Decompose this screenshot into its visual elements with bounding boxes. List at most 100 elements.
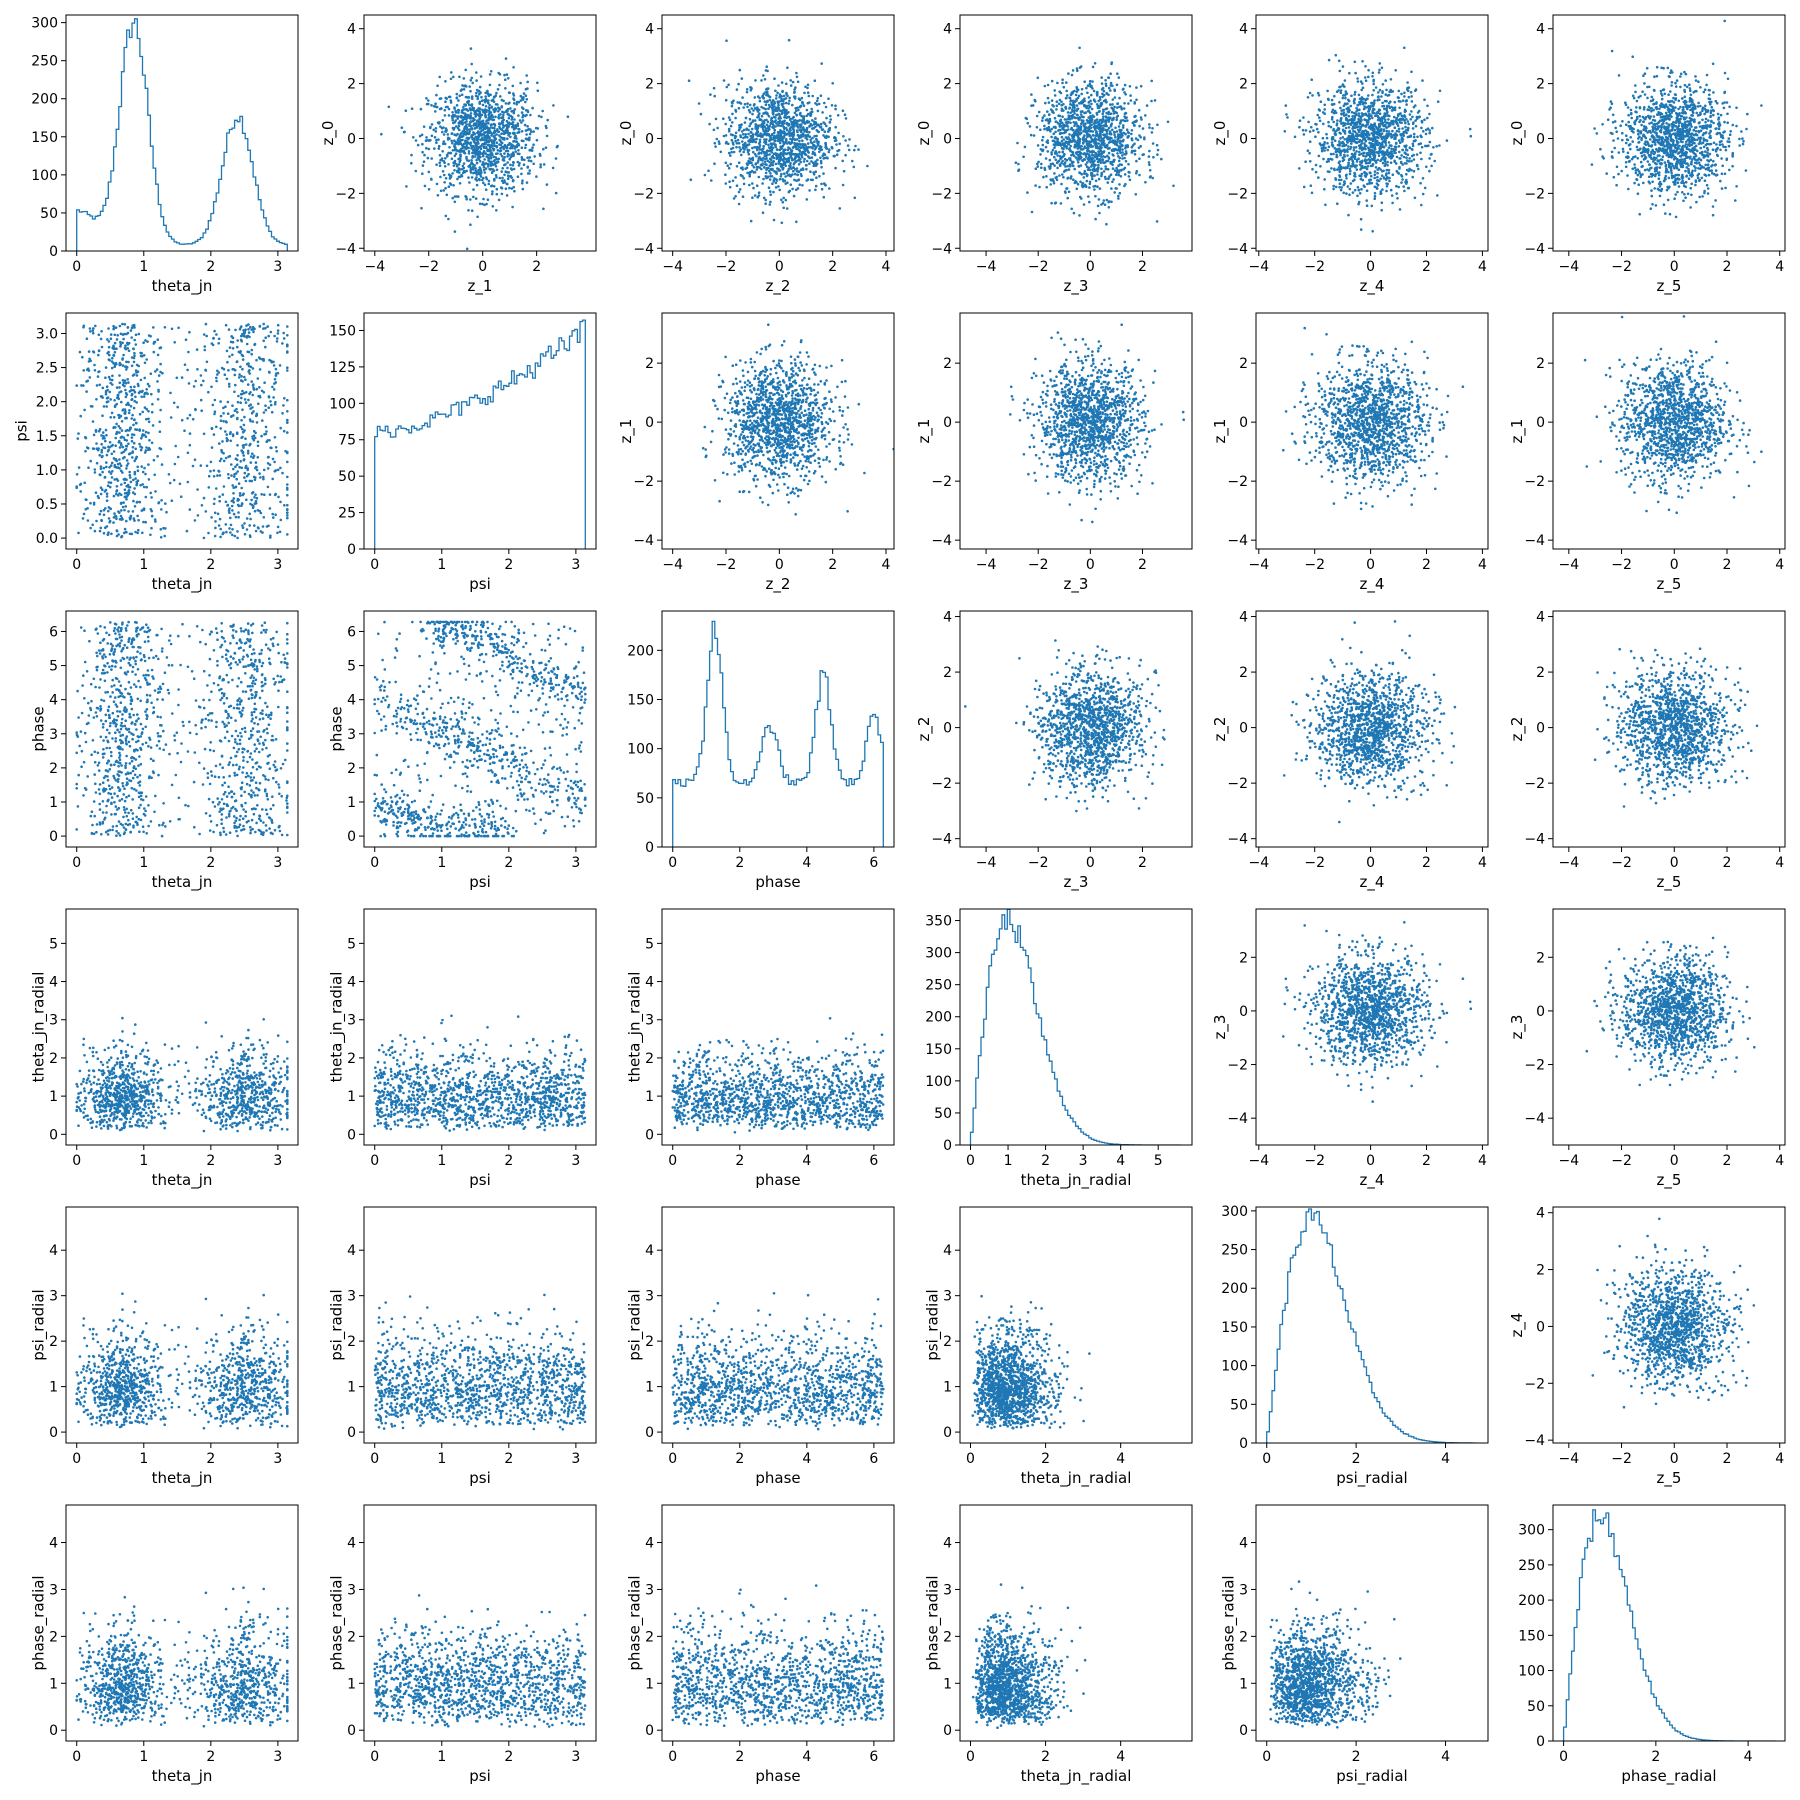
scatter-point [490, 105, 494, 109]
scatter-point [1109, 160, 1112, 164]
scatter-point [808, 130, 811, 134]
scatter-point [1360, 187, 1363, 191]
scatter-point [478, 110, 482, 114]
scatter-point [1049, 129, 1052, 133]
scatter-point [1093, 174, 1096, 177]
scatter-point [1037, 110, 1041, 114]
scatter-point [1156, 153, 1159, 156]
scatter-point [1345, 192, 1348, 195]
scatter-point [1142, 153, 1145, 156]
scatter-point [766, 120, 770, 124]
scatter-point [769, 200, 772, 204]
scatter-point [421, 150, 424, 154]
scatter-point [1112, 141, 1115, 144]
scatter-point [777, 169, 781, 172]
scatter-point [483, 138, 486, 142]
scatter-point [1395, 169, 1399, 173]
scatter-point [463, 125, 467, 129]
scatter-point [1096, 121, 1099, 124]
scatter-point [1060, 146, 1064, 150]
scatter-point [1334, 185, 1338, 189]
scatter-point [1148, 149, 1151, 153]
scatter-point [521, 179, 524, 182]
scatter-point [812, 164, 816, 168]
scatter-point [469, 47, 473, 50]
scatter-point [514, 145, 517, 148]
scatter-point [1052, 179, 1055, 183]
scatter-point [469, 89, 472, 93]
scatter-point [774, 109, 777, 113]
scatter-point [1357, 130, 1361, 134]
scatter-point [1055, 108, 1058, 111]
scatter-point [491, 205, 495, 208]
scatter-point [789, 133, 793, 137]
scatter-point [456, 169, 459, 173]
scatter-point [739, 134, 742, 137]
scatter-point [462, 162, 466, 165]
scatter-point [470, 134, 473, 138]
scatter-point [757, 115, 760, 119]
scatter-point [483, 158, 486, 161]
scatter-point [1347, 114, 1351, 118]
scatter-point [521, 119, 525, 122]
scatter-point [485, 202, 488, 206]
scatter-point [512, 127, 516, 131]
scatter-point [805, 167, 808, 171]
scatter-point [495, 141, 499, 144]
scatter-point [789, 137, 792, 141]
scatter-point [1083, 99, 1086, 103]
scatter-point [1088, 200, 1091, 204]
scatter-point [1040, 166, 1043, 169]
scatter-point [490, 184, 494, 187]
scatter-point [778, 153, 781, 156]
scatter-point [743, 102, 747, 106]
scatter-point [1093, 159, 1096, 162]
scatter-point [806, 91, 810, 94]
y-tick-label: 4 [347, 22, 356, 38]
scatter-point [764, 103, 768, 106]
scatter-point [1121, 151, 1124, 154]
scatter-point [1346, 154, 1349, 157]
scatter-point [451, 116, 454, 120]
scatter-point [818, 174, 821, 178]
scatter-point [799, 128, 803, 131]
scatter-point [1116, 152, 1119, 155]
scatter-point [743, 121, 747, 124]
scatter-point [1377, 116, 1381, 120]
scatter-point [1074, 116, 1077, 120]
scatter-point [499, 147, 502, 150]
scatter-point [740, 130, 744, 133]
scatter-point [1399, 160, 1403, 164]
scatter-point [1112, 107, 1115, 111]
scatter-point [748, 103, 752, 107]
scatter-point [755, 154, 758, 158]
scatter-point [1123, 156, 1126, 160]
scatter-point [1338, 140, 1341, 143]
scatter-point [1318, 116, 1321, 119]
scatter-point [1153, 99, 1157, 102]
scatter-point [836, 114, 840, 117]
scatter-point [736, 101, 739, 104]
scatter-point [756, 161, 760, 164]
scatter-point [1073, 124, 1076, 128]
scatter-point [482, 133, 486, 136]
scatter-point [1053, 140, 1056, 143]
scatter-point [457, 175, 461, 179]
scatter-point [1061, 155, 1064, 159]
scatter-point [1413, 196, 1417, 200]
scatter-point [1107, 151, 1111, 155]
scatter-point [442, 140, 446, 143]
scatter-point [1078, 171, 1081, 174]
scatter-point [1054, 201, 1057, 205]
scatter-point [848, 138, 851, 141]
scatter-point [724, 122, 727, 126]
scatter-point [806, 155, 810, 158]
scatter-point [781, 104, 784, 107]
scatter-point [436, 84, 439, 88]
scatter-point [1353, 152, 1357, 155]
scatter-point [474, 115, 478, 118]
scatter-point [1079, 131, 1083, 135]
scatter-point [475, 144, 478, 147]
scatter-point [1419, 151, 1422, 155]
scatter-point [1121, 148, 1124, 151]
